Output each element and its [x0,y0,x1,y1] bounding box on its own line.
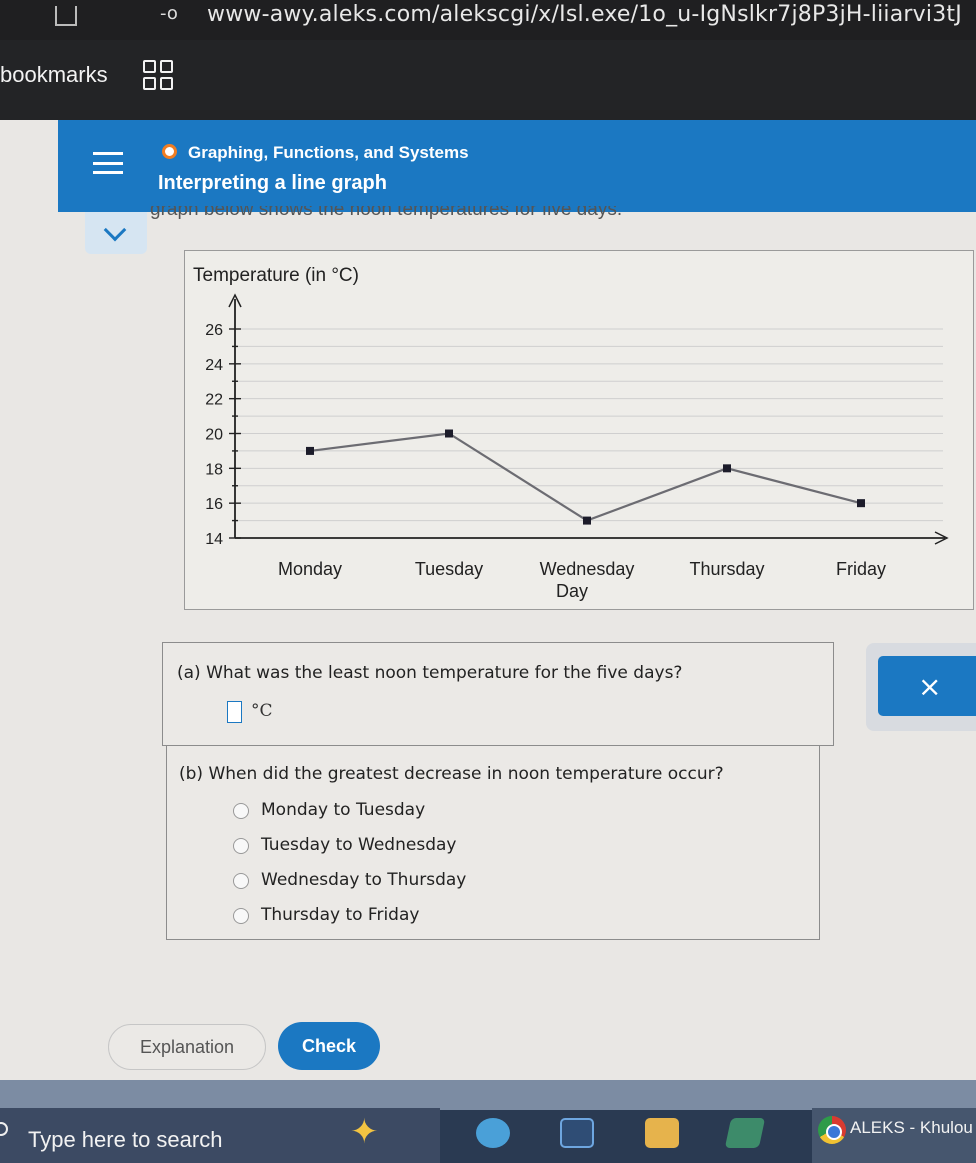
edge-icon[interactable] [476,1118,510,1148]
radio-button[interactable] [233,873,249,889]
url-text[interactable]: www-awy.aleks.com/alekscgi/x/Isl.exe/1o_… [207,2,962,27]
data-point [857,499,865,508]
topic-title: Graphing, Functions, and Systems [188,143,469,162]
check-button[interactable]: Check [278,1022,380,1070]
taskbar-window-title[interactable]: ALEKS - Khulou [850,1118,973,1137]
question-a: (a) What was the least noon temperature … [162,642,834,746]
chart-title: Temperature (in °C) [193,265,359,286]
topic-header: Graphing, Functions, and Systems Interpr… [58,120,976,212]
series-line [309,432,862,522]
y-tick-label: 18 [205,461,223,478]
y-tick-label: 26 [205,322,223,339]
radio-button[interactable] [233,838,249,854]
sparkle-icon[interactable]: ✦ [350,1113,379,1151]
option-label[interactable]: Thursday to Friday [261,905,420,925]
option-label[interactable]: Tuesday to Wednesday [261,835,457,855]
line-graph-panel: 14 16 18 20 22 24 26 Temperature (in °C) Monday T… [184,250,974,610]
x-axis-arrow [934,531,949,545]
search-icon [0,1122,8,1136]
address-bar[interactable]: -o www-awy.aleks.com/alekscgi/x/Isl.exe/… [0,0,976,40]
option-label[interactable]: Wednesday to Thursday [261,870,467,890]
chrome-icon [818,1116,846,1144]
question-b-text: (b) When did the greatest decrease in no… [179,764,724,784]
radio-button[interactable] [233,803,249,819]
store-icon[interactable] [560,1118,594,1148]
question-a-text: (a) What was the least noon temperature … [177,663,683,683]
close-icon: × [918,670,942,703]
y-tick-label: 22 [205,392,223,409]
collapse-button[interactable] [85,212,147,254]
bookmarks-label[interactable]: bookmarks [0,62,108,87]
x-axis-label: Day [556,581,588,601]
hamburger-menu-icon[interactable] [93,152,123,174]
key-icon: -o [160,3,178,24]
answer-input[interactable] [227,701,242,723]
close-button[interactable]: × [878,656,976,716]
taskbar-search[interactable]: Type here to search [0,1108,440,1163]
data-point [445,429,453,438]
bookmarks-bar: bookmarks [0,40,976,120]
data-point [723,464,731,473]
apps-grid-icon[interactable] [143,60,173,90]
question-b: (b) When did the greatest decrease in no… [166,746,820,940]
data-point [583,516,591,525]
topic-status-dot [162,144,177,159]
unit-label: °C [251,701,273,721]
line-graph: 14 16 18 20 22 24 26 Temperature (in °C) Monday T… [193,265,949,601]
x-tick-label: Monday [278,559,342,579]
y-tick-label: 14 [205,531,223,548]
topic-subtitle: Interpreting a line graph [158,172,387,194]
app-icon[interactable] [724,1118,766,1148]
y-tick-label: 24 [205,357,223,374]
problem-intro: graph below shows the noon temperatures … [150,206,623,220]
x-tick-label: Friday [836,559,886,579]
explanation-button[interactable]: Explanation [108,1024,266,1070]
y-tick-label: 16 [205,496,223,513]
x-tick-label: Wednesday [540,559,635,579]
option-label[interactable]: Monday to Tuesday [261,800,426,820]
taskbar-aleks-window[interactable]: ALEKS - Khulou [812,1108,976,1163]
tab-icon[interactable] [55,6,77,26]
x-tick-label: Tuesday [415,559,483,579]
chevron-down-icon [103,218,127,242]
folder-icon[interactable] [645,1118,679,1148]
y-tick-label: 20 [205,427,223,444]
radio-button[interactable] [233,908,249,924]
search-placeholder[interactable]: Type here to search [28,1127,223,1152]
y-axis-arrow [228,293,242,308]
data-point [306,446,314,455]
x-tick-label: Thursday [689,559,764,579]
